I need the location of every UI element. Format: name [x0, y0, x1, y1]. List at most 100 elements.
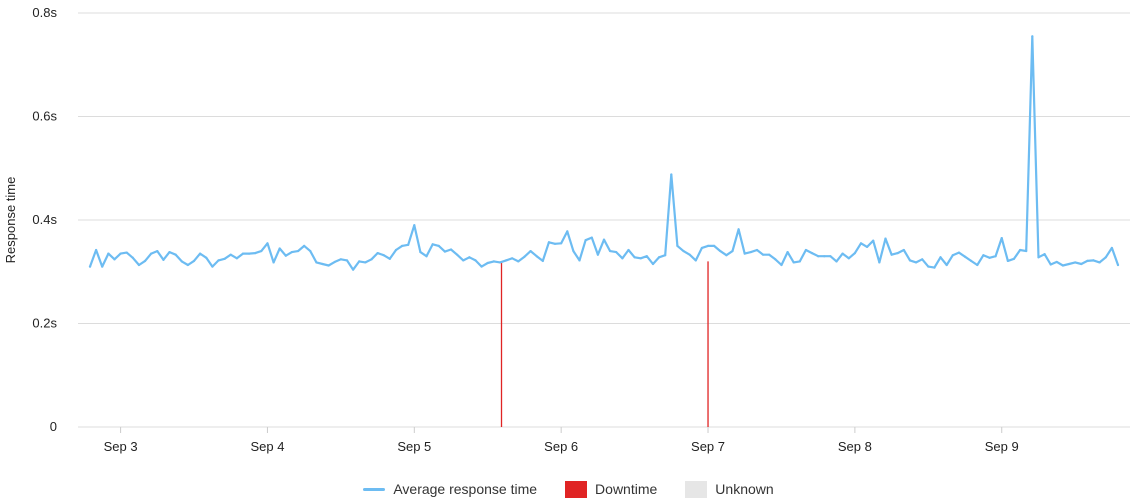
data-point: [970, 259, 973, 262]
y-axis-title: Response time: [3, 177, 18, 264]
data-point: [761, 253, 765, 256]
data-point: [370, 258, 373, 261]
data-point: [657, 256, 661, 259]
data-point: [296, 249, 300, 253]
data-point: [449, 248, 453, 251]
data-point: [413, 224, 416, 227]
data-point: [817, 255, 820, 258]
data-point: [492, 260, 495, 263]
data-point: [272, 261, 275, 264]
data-point: [400, 244, 404, 247]
data-point: [651, 262, 655, 266]
data-point: [456, 253, 459, 256]
x-tick-label: Sep 4: [250, 439, 284, 454]
data-point: [615, 250, 618, 254]
data-point: [217, 259, 220, 262]
data-point: [1049, 263, 1052, 266]
data-point: [743, 252, 746, 255]
data-point: [1055, 260, 1058, 264]
data-point: [957, 251, 961, 254]
data-point: [866, 245, 869, 249]
legend-unknown-swatch: [685, 480, 708, 498]
data-point: [431, 243, 434, 246]
data-point: [682, 249, 685, 253]
data-point: [131, 256, 134, 259]
data-point: [878, 261, 881, 264]
data-point: [676, 244, 679, 247]
data-point: [260, 249, 263, 253]
data-point: [627, 248, 630, 252]
data-point: [480, 265, 483, 268]
data-point: [639, 257, 642, 260]
data-point: [988, 256, 991, 259]
data-point: [162, 258, 165, 261]
data-point: [394, 248, 398, 252]
data-point: [596, 253, 599, 256]
data-point: [284, 254, 287, 257]
data-point: [963, 255, 967, 258]
data-point: [841, 252, 844, 255]
legend-item-average[interactable]: Average response time: [363, 481, 537, 497]
data-point: [792, 261, 795, 264]
data-point: [933, 266, 936, 269]
data-point: [254, 252, 257, 255]
data-point: [945, 263, 948, 267]
y-tick-label: 0.2s: [32, 316, 57, 331]
data-point: [1080, 262, 1083, 266]
data-point: [327, 264, 330, 267]
data-point: [315, 261, 318, 264]
data-point: [951, 254, 954, 257]
data-point: [382, 254, 385, 257]
data-point: [578, 259, 581, 262]
data-point: [572, 249, 575, 253]
data-point: [927, 265, 930, 268]
data-point: [468, 256, 471, 259]
data-point: [290, 250, 294, 254]
data-point: [590, 236, 593, 239]
data-point: [706, 244, 710, 247]
data-point: [804, 248, 808, 252]
data-point: [95, 248, 98, 252]
data-point: [511, 257, 514, 260]
y-tick-label: 0.6s: [32, 109, 57, 124]
data-point: [358, 260, 361, 263]
data-point: [1031, 35, 1034, 38]
data-point: [1067, 262, 1071, 266]
data-point: [156, 249, 159, 253]
data-point: [419, 250, 422, 254]
data-point: [823, 255, 826, 258]
data-point: [364, 261, 367, 264]
legend-item-unknown[interactable]: Unknown: [685, 480, 774, 498]
data-point: [186, 263, 190, 267]
data-point: [345, 259, 349, 262]
data-point: [755, 248, 759, 252]
data-point: [119, 252, 122, 255]
series-line-average-response-time: [88, 35, 1120, 271]
data-point: [884, 237, 887, 240]
data-point: [309, 249, 312, 253]
data-point: [1000, 237, 1003, 240]
data-point: [205, 256, 208, 259]
data-point: [535, 255, 538, 258]
data-point: [229, 253, 232, 256]
data-point: [713, 244, 716, 247]
data-point: [88, 265, 92, 268]
data-point: [731, 249, 734, 253]
data-point: [333, 260, 336, 264]
data-point: [1006, 259, 1009, 262]
data-point: [853, 252, 856, 255]
data-point: [211, 265, 214, 268]
data-point: [113, 258, 116, 261]
data-point: [523, 255, 526, 258]
legend-item-downtime[interactable]: Downtime: [565, 480, 657, 498]
data-point: [1110, 246, 1113, 250]
data-point: [982, 254, 985, 257]
data-point: [621, 257, 624, 260]
data-point: [786, 250, 789, 254]
data-point: [914, 261, 918, 264]
data-point: [547, 241, 551, 244]
data-point: [664, 254, 667, 257]
data-point: [976, 263, 979, 267]
data-point: [174, 253, 177, 256]
data-point: [768, 253, 771, 256]
